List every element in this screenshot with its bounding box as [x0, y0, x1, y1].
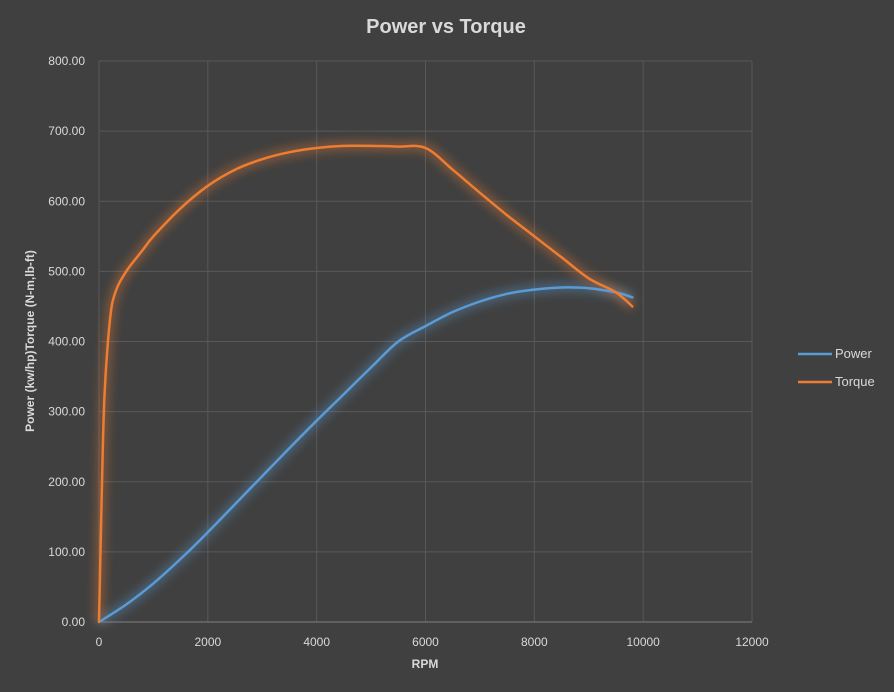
legend-power-label: Power [835, 346, 873, 361]
x-tick-labels: 0 2000 4000 6000 8000 10000 12000 [96, 635, 769, 649]
y-tick-labels: 0.00 100.00 200.00 300.00 400.00 500.00 600.00… [48, 54, 85, 629]
y-axis-title-power: Power (kw/hp) [23, 351, 37, 432]
horizontal-gridlines [99, 60, 752, 553]
y-tick-label: 100.00 [48, 545, 85, 559]
y-tick-label: 600.00 [48, 194, 85, 208]
torque-series-glow [95, 141, 635, 623]
x-tick-label: 10000 [626, 635, 660, 649]
y-tick-label: 0.00 [62, 615, 86, 629]
y-axis-title-torque: Torque (N-m,lb-ft) [23, 250, 37, 350]
legend: Power Torque [798, 346, 875, 389]
y-tick-label: 500.00 [48, 264, 85, 278]
legend-torque-label: Torque [835, 374, 875, 389]
y-axis-title: Power (kw/hp)Torque (N-m,lb-ft) [23, 250, 37, 432]
power-series-glow [96, 283, 634, 626]
x-tick-label: 8000 [521, 635, 548, 649]
y-tick-label: 200.00 [48, 475, 85, 489]
y-tick-label: 800.00 [48, 54, 85, 68]
series-glow-layer [95, 141, 635, 626]
x-tick-label: 2000 [194, 635, 221, 649]
x-tick-label: 12000 [735, 635, 769, 649]
x-tick-label: 6000 [412, 635, 439, 649]
series-lines-layer [97, 144, 634, 624]
y-axis-title-text: Power (kw/hp)Torque (N-m,lb-ft) [23, 250, 37, 432]
x-axis-title: RPM [412, 657, 439, 671]
power-series-line [97, 286, 634, 624]
x-tick-label: 0 [96, 635, 103, 649]
y-tick-label: 400.00 [48, 335, 85, 349]
y-tick-label: 700.00 [48, 124, 85, 138]
x-tick-label: 4000 [303, 635, 330, 649]
chart-title: Power vs Torque [366, 16, 526, 38]
y-tick-label: 300.00 [48, 405, 85, 419]
torque-series-line [97, 144, 634, 624]
